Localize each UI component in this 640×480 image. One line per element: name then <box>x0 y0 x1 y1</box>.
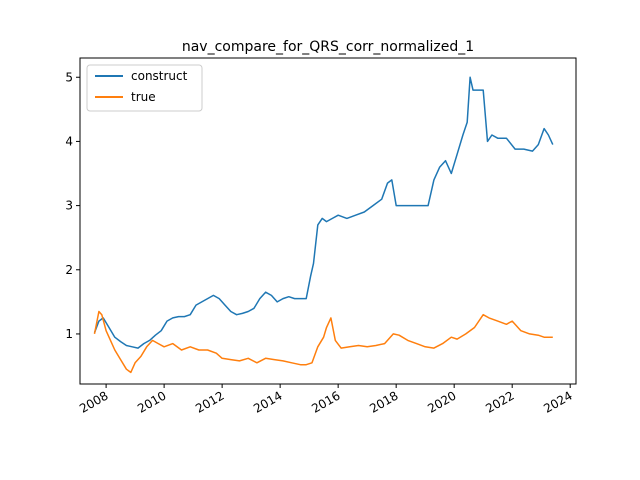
x-tick-label-2018: 2018 <box>367 388 400 415</box>
chart-title: nav_compare_for_QRS_corr_normalized_1 <box>182 39 474 55</box>
x-tick-label-2012: 2012 <box>193 388 226 415</box>
x-tick-label-2022: 2022 <box>483 388 516 415</box>
y-tick-label-2: 2 <box>65 263 73 277</box>
x-tick-label-2020: 2020 <box>425 388 458 415</box>
y-tick-label-3: 3 <box>65 199 73 213</box>
y-tick-label-5: 5 <box>65 70 73 84</box>
y-tick-label-1: 1 <box>65 327 73 341</box>
legend-label-true: true <box>131 90 156 104</box>
x-tick-label-2014: 2014 <box>251 388 284 415</box>
x-tick-label-2016: 2016 <box>309 388 342 415</box>
series-line-true <box>93 310 553 374</box>
axes-frame <box>79 57 577 385</box>
x-tick-label-2024: 2024 <box>541 388 574 415</box>
y-axis: 1 2 3 4 5 <box>65 70 80 341</box>
series-line-construct <box>93 76 554 349</box>
series-layer <box>93 76 554 374</box>
y-tick-label-4: 4 <box>65 134 73 148</box>
x-tick-label-2010: 2010 <box>135 388 168 415</box>
legend-label-construct: construct <box>131 69 188 83</box>
legend: construct true <box>86 64 203 112</box>
x-axis: 2008 2010 2012 2014 2016 2018 2020 2022 2024 <box>77 384 575 416</box>
x-tick-label-2008: 2008 <box>77 388 110 415</box>
